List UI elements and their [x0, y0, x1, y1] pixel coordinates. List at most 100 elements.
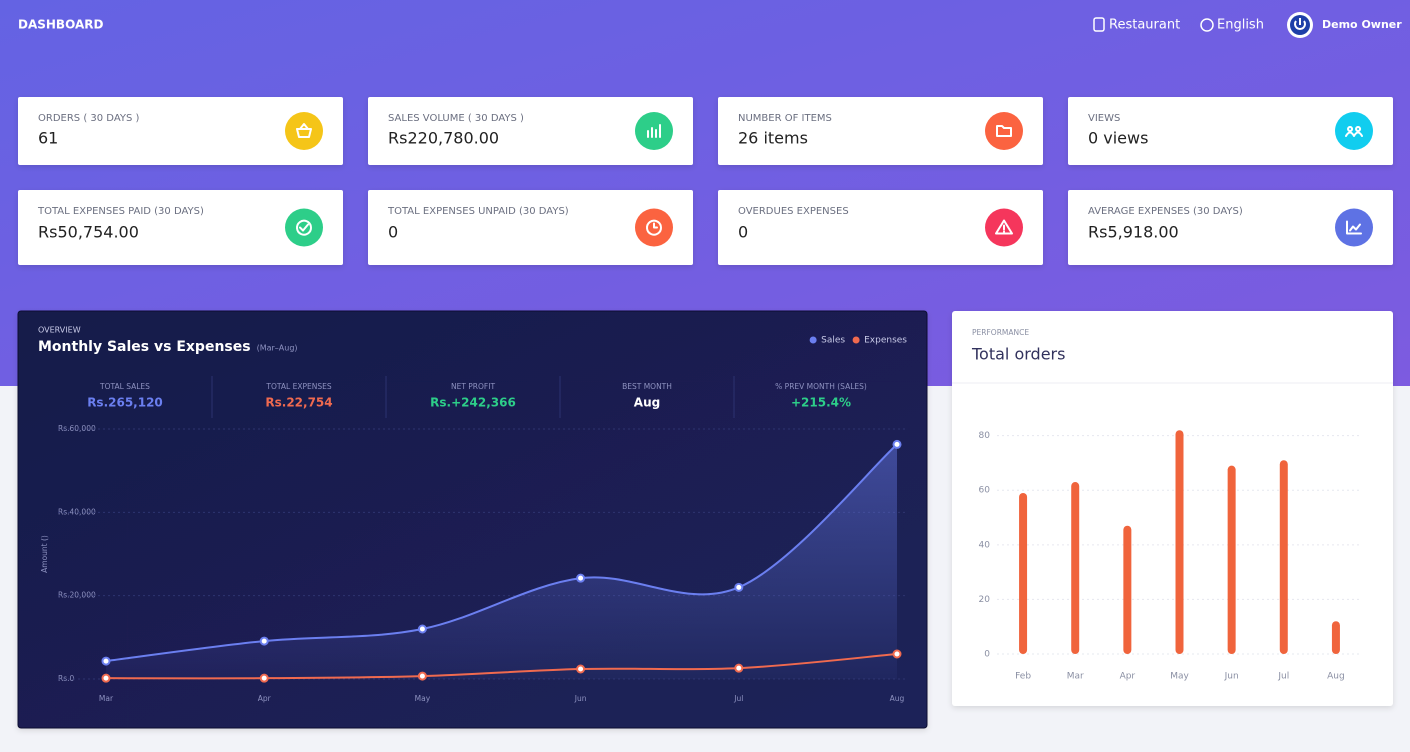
y-tick-label: Rs.40,000 [58, 507, 96, 516]
stat-label: NUMBER OF ITEMS [738, 113, 832, 124]
legend-swatch [809, 336, 817, 344]
legend-swatch [852, 336, 860, 344]
stat-icon-glyph [647, 124, 661, 138]
stat-value: Rs50,754.00 [38, 223, 139, 242]
stat-icon-glyph [1345, 126, 1363, 137]
y-tick-label: 40 [979, 540, 991, 550]
y-tick-label: 80 [979, 431, 991, 441]
x-tick-label: Jun [1224, 672, 1239, 682]
data-point [417, 624, 427, 634]
chart-overline: OVERVIEW [38, 326, 81, 335]
stat-value: 26 items [738, 129, 808, 148]
data-point [417, 671, 427, 681]
summary-label: NET PROFIT [451, 382, 495, 391]
data-point [576, 664, 586, 674]
stat-card [718, 97, 1043, 165]
stat-icon-glyph [996, 125, 1012, 137]
summary-label: BEST MONTH [622, 382, 672, 391]
legend-label: Expenses [864, 336, 907, 346]
stat-label: VIEWS [1088, 113, 1120, 124]
icon-power [1294, 18, 1306, 30]
stat-card [18, 97, 343, 165]
stat-value: 0 [388, 223, 398, 242]
stat-icon-glyph [646, 219, 663, 236]
bar [1331, 621, 1340, 654]
y-tick-label: Rs.0 [58, 674, 75, 683]
stat-label: ORDERS ( 30 DAYS ) [38, 113, 140, 124]
summary-label: TOTAL SALES [99, 382, 150, 391]
nav-link[interactable]: Restaurant [1109, 18, 1180, 33]
x-tick-label: Aug [1327, 672, 1345, 682]
stat-card [1068, 190, 1393, 265]
x-tick-label: Jul [733, 694, 743, 703]
bar [1123, 525, 1132, 654]
x-tick-label: Mar [99, 694, 114, 703]
y-tick-label: Rs.20,000 [58, 591, 96, 600]
stat-value: Rs5,918.00 [1088, 223, 1179, 242]
summary-value: +215.4% [791, 396, 851, 410]
data-point [892, 439, 902, 449]
stat-icon-glyph [995, 219, 1013, 235]
x-tick-label: Apr [258, 694, 272, 703]
bar [1227, 465, 1236, 654]
series-line [105, 443, 898, 663]
chart-title: Monthly Sales vs Expenses [38, 339, 251, 355]
sales-area [106, 444, 897, 679]
x-tick-label: May [1170, 672, 1189, 682]
bar [1019, 492, 1028, 654]
stat-card [368, 190, 693, 265]
data-point [892, 649, 902, 659]
icon-globe [1200, 18, 1214, 32]
summary-value: Rs.22,754 [265, 396, 332, 410]
nav-link[interactable]: English [1217, 18, 1264, 33]
stat-value: Rs220,780.00 [388, 129, 499, 148]
y-tick-label: 20 [979, 595, 991, 605]
stat-icon [1335, 112, 1373, 150]
stat-card [1068, 97, 1393, 165]
stat-label: TOTAL EXPENSES UNPAID (30 DAYS) [387, 206, 569, 217]
stat-icon [635, 112, 673, 150]
summary-label: TOTAL EXPENSES [265, 382, 331, 391]
data-point [576, 573, 586, 583]
summary-value: Rs.+242,366 [430, 396, 516, 410]
x-tick-label: Feb [1015, 672, 1031, 682]
stat-icon-glyph [1346, 220, 1362, 235]
stat-icon [285, 208, 323, 247]
data-point [259, 636, 269, 646]
x-tick-label: May [415, 694, 431, 703]
x-tick-label: Apr [1120, 672, 1136, 682]
performance-card [952, 311, 1393, 706]
stat-card [18, 190, 343, 265]
stat-icon-glyph [296, 123, 312, 138]
stat-label: AVERAGE EXPENSES (30 DAYS) [1088, 206, 1243, 217]
legend-label: Sales [821, 336, 845, 346]
x-tick-label: Aug [890, 694, 905, 703]
icon-store [1093, 17, 1105, 32]
chart-subtitle: (Mar–Aug) [257, 344, 298, 353]
data-point [259, 673, 269, 683]
stat-icon [285, 112, 323, 150]
chart-overline: PERFORMANCE [972, 328, 1029, 337]
page-title: DASHBOARD [18, 18, 103, 32]
y-tick-label: 60 [979, 486, 991, 496]
bar [1071, 482, 1080, 654]
stat-label: OVERDUES EXPENSES [738, 206, 849, 217]
bar [1279, 460, 1288, 654]
stat-card [368, 97, 693, 165]
stat-card [718, 190, 1043, 265]
x-tick-label: Jun [574, 694, 587, 703]
stat-value: 0 views [1088, 129, 1148, 148]
x-tick-label: Mar [1067, 672, 1084, 682]
bar [1175, 430, 1184, 654]
stat-icon [985, 112, 1023, 150]
y-axis-title: Amount () [40, 535, 49, 573]
summary-value: Aug [634, 396, 660, 410]
y-tick-label: 0 [984, 650, 990, 660]
stat-label: SALES VOLUME ( 30 DAYS ) [388, 113, 524, 124]
stat-value: 0 [738, 223, 748, 242]
data-point [734, 582, 744, 592]
user-name[interactable]: Demo Owner [1322, 18, 1402, 31]
y-tick-label: Rs.60,000 [58, 424, 96, 433]
